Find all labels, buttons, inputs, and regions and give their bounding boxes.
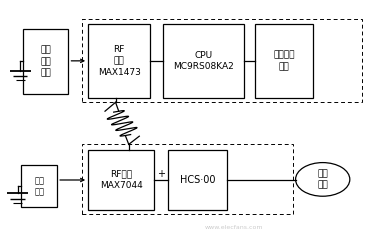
FancyBboxPatch shape [88, 150, 154, 210]
Text: 按键
开关: 按键 开关 [317, 169, 328, 190]
Circle shape [296, 163, 350, 196]
FancyBboxPatch shape [88, 24, 150, 98]
Text: www.elecfans.com: www.elecfans.com [205, 225, 263, 230]
Text: CPU
MC9RS08KA2: CPU MC9RS08KA2 [173, 51, 234, 71]
FancyBboxPatch shape [22, 165, 57, 208]
Text: RF发送
MAX7044: RF发送 MAX7044 [100, 170, 143, 190]
Text: 命令控制
模块: 命令控制 模块 [273, 51, 295, 71]
Text: 钮扣
电池: 钮扣 电池 [34, 176, 44, 197]
Text: +: + [157, 169, 165, 179]
Text: 电池
供电
部分: 电池 供电 部分 [40, 46, 51, 77]
Text: RF
接收
MAX1473: RF 接收 MAX1473 [98, 45, 141, 77]
Text: HCS·00: HCS·00 [180, 175, 215, 185]
FancyBboxPatch shape [168, 150, 227, 210]
FancyBboxPatch shape [163, 24, 243, 98]
FancyBboxPatch shape [23, 29, 68, 94]
FancyBboxPatch shape [255, 24, 313, 98]
